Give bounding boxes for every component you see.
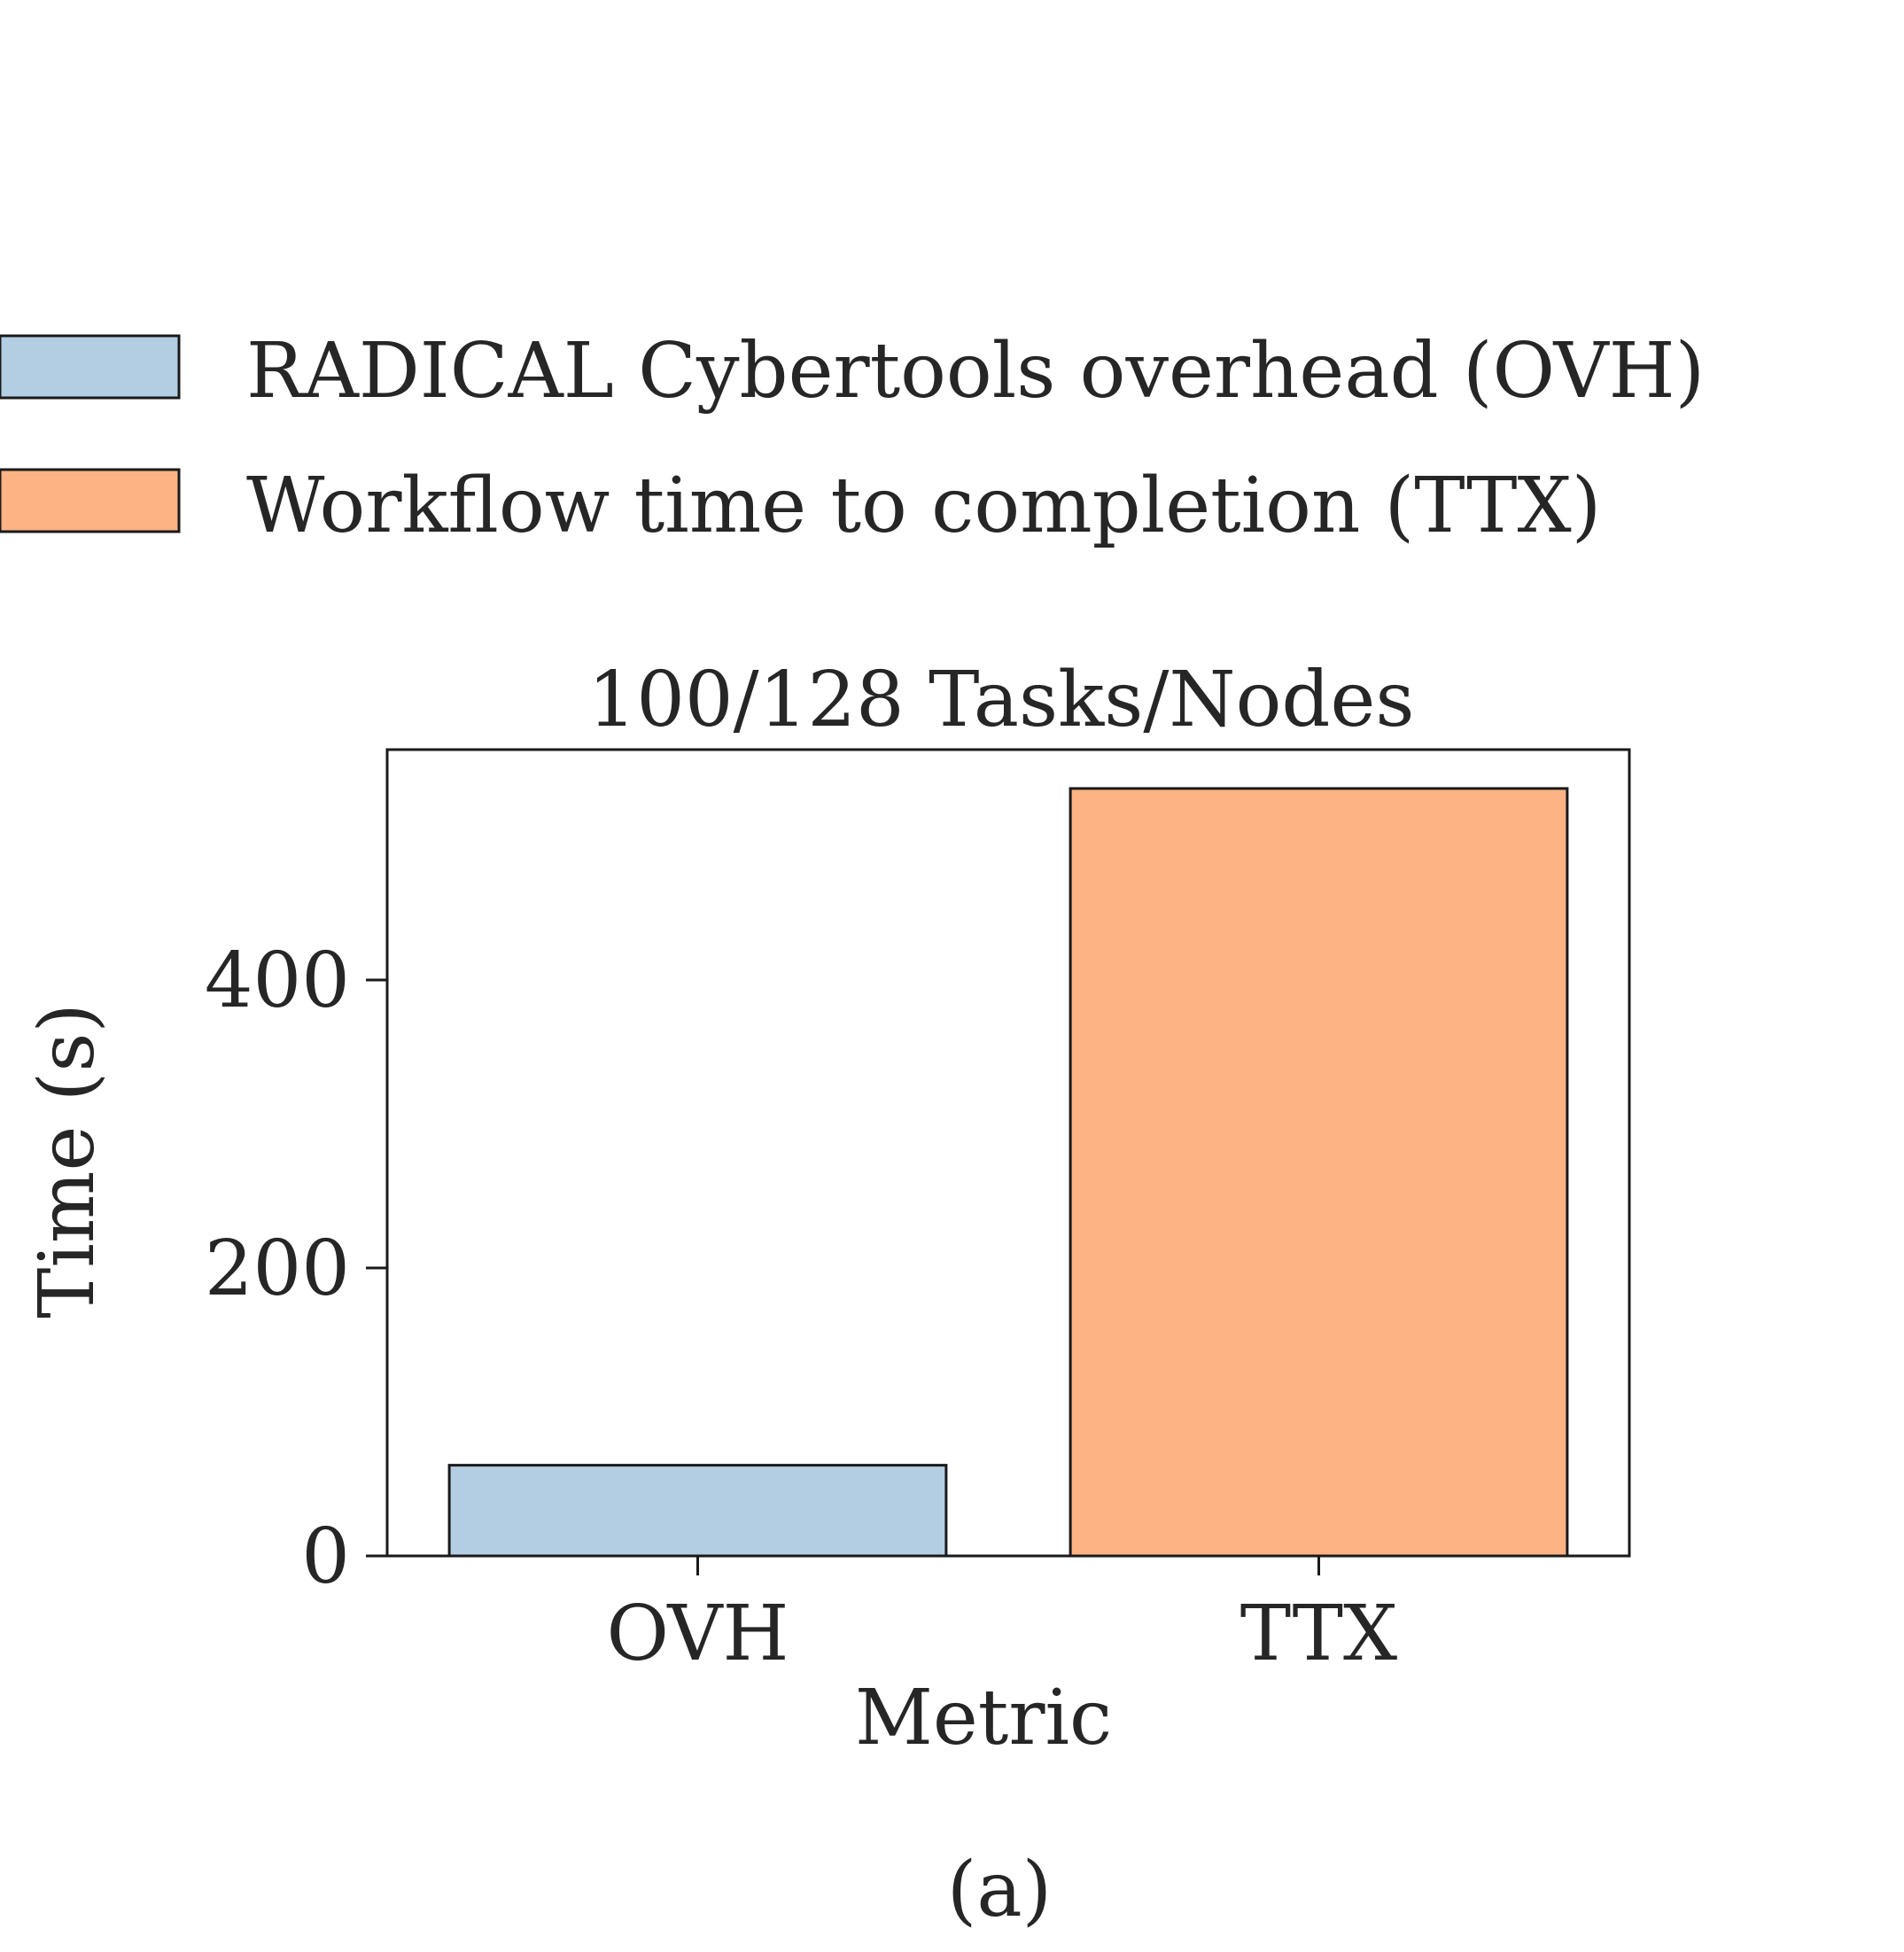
x-axis: OVH TTX [606,1556,1397,1678]
y-tick-label-400: 400 [205,937,350,1025]
figure-caption: (a) [947,1846,1052,1934]
x-axis-label: Metric [855,1674,1112,1762]
plot-frame [385,748,1631,1558]
legend-swatch-ttx [0,468,181,533]
chart-title: 100/128 Tasks/Nodes [587,656,1414,744]
legend: RADICAL Cybertools overhead (OVH) Workfl… [0,327,1705,550]
bar-ovh [447,1464,948,1558]
y-axis-label: Time (s) [23,1003,112,1318]
y-axis: 0 200 400 [205,937,387,1601]
bars-group [447,787,1569,1558]
bar-ttx [1069,787,1569,1558]
legend-label-ovh: RADICAL Cybertools overhead (OVH) [246,327,1705,416]
legend-label-ttx: Workflow time to completion (TTX) [246,462,1601,550]
y-tick-label-0: 0 [301,1513,350,1601]
x-tick-label-ttx: TTX [1240,1590,1398,1678]
legend-swatch-ovh [0,334,181,400]
x-tick-label-ovh: OVH [606,1590,789,1678]
y-tick-label-200: 200 [205,1225,350,1313]
